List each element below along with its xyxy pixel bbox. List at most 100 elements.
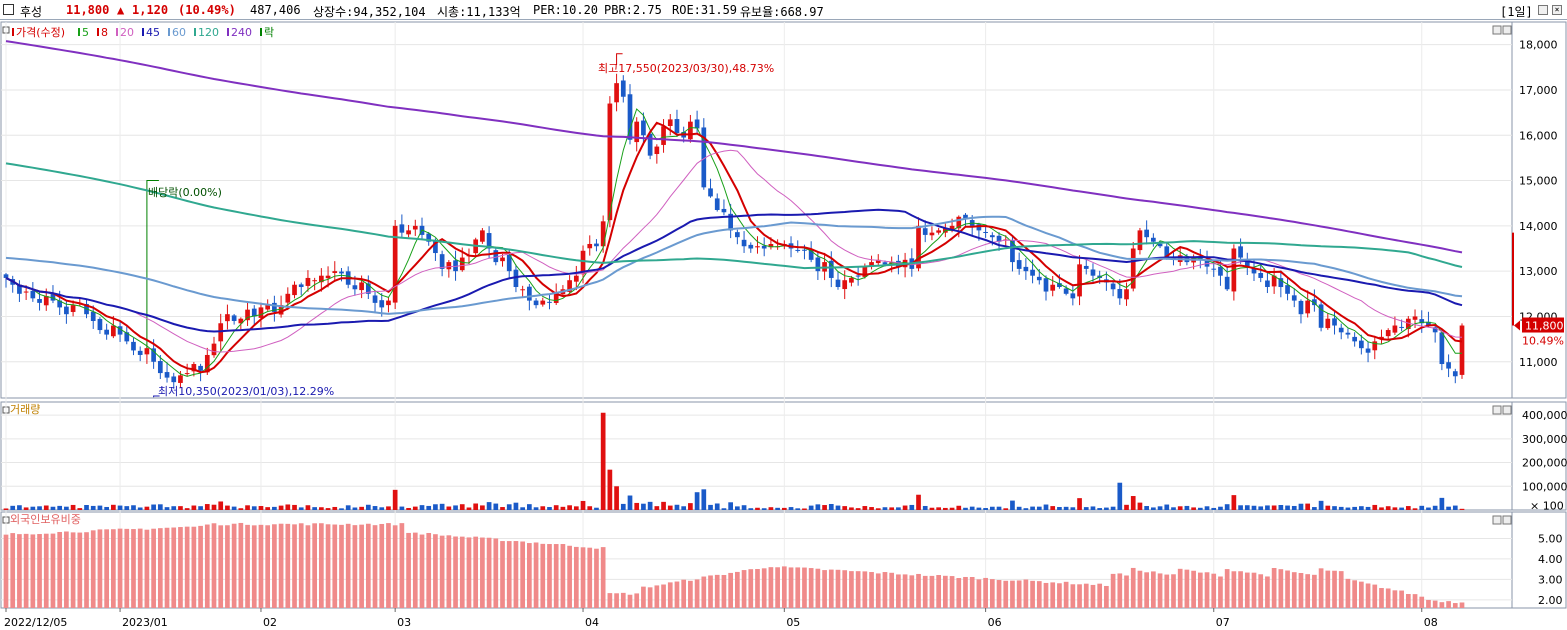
candle (620, 80, 626, 97)
candle (567, 280, 572, 292)
volume-bar (822, 505, 827, 510)
volume-bar (238, 508, 244, 510)
foreign-ratio-bar (701, 576, 707, 608)
volume-bar (1023, 508, 1029, 510)
foreign-ratio-bar (1224, 569, 1230, 608)
candle (251, 308, 257, 317)
volume-bar (426, 505, 432, 510)
volume-bar (372, 506, 378, 510)
foreign-ratio-bar (1164, 574, 1170, 608)
volume-bar (1338, 506, 1344, 510)
foreign-ratio-bar (453, 536, 458, 608)
volume-bar (573, 506, 579, 510)
y-axis-frame (1511, 401, 1567, 511)
volume-tick-label: 300,000 (1522, 433, 1567, 446)
candle (1432, 327, 1438, 333)
volume-bar (466, 507, 472, 510)
volume-bar (191, 505, 197, 510)
ma-20-line (5, 149, 1463, 353)
volume-legend: 거래량 (10, 403, 40, 416)
foreign-ratio-bar (1130, 567, 1136, 608)
foreign-ratio-bar (594, 548, 599, 608)
foreign-ratio-bar (164, 527, 170, 608)
foreign-ratio-bar (654, 585, 660, 608)
restore-icon[interactable] (1538, 5, 1548, 15)
volume-bar (433, 504, 438, 510)
volume-bar (708, 504, 713, 510)
volume-bar (258, 506, 264, 510)
foreign-ratio-bar (855, 571, 861, 608)
candle (513, 269, 519, 288)
volume-bar (204, 504, 210, 510)
foreign-ratio-bar (90, 530, 96, 608)
volume-bar (1050, 506, 1056, 510)
y-axis-frame (1511, 21, 1567, 399)
foreign-ratio-bar (889, 572, 895, 608)
candle (1446, 362, 1451, 369)
candle (1211, 268, 1217, 270)
checkbox[interactable] (3, 4, 14, 15)
volume-bar (486, 502, 492, 510)
panel-minimize-icon[interactable] (1492, 25, 1502, 35)
volume-bar (875, 508, 881, 510)
volume-bar (634, 502, 640, 510)
price-tick-label: 16,000 (1519, 129, 1558, 142)
candle (480, 230, 485, 242)
legend-label: 120 (198, 26, 219, 39)
volume-bar (1211, 507, 1217, 510)
legend-label: 락 (264, 26, 274, 39)
volume-scale-label: × 100 (1530, 499, 1564, 512)
foreign-ratio-bar (77, 532, 83, 608)
volume-bar (1231, 495, 1237, 510)
volume-bar (1110, 506, 1116, 510)
candle (996, 235, 1002, 242)
volume-tick-label: 400,000 (1522, 409, 1567, 422)
panel-close-icon[interactable] (1502, 25, 1512, 35)
period-selector[interactable]: [1일] (1500, 5, 1533, 19)
foreign-ratio-bar (1352, 580, 1357, 608)
up-arrow-icon: ▲ (117, 3, 125, 17)
candle (325, 275, 331, 279)
foreign-ratio-bar (963, 576, 968, 608)
foreign-ratio-bar (1104, 585, 1109, 608)
volume-bar (674, 504, 680, 510)
candle (1426, 321, 1431, 326)
volume-bar (527, 504, 532, 510)
volume-bar (607, 469, 613, 510)
volume-bar (1144, 506, 1149, 510)
candle (1130, 248, 1136, 289)
candle (1332, 318, 1337, 326)
stock-name[interactable]: 후성 (20, 5, 43, 19)
candle (30, 290, 36, 299)
volume-bar (1003, 508, 1009, 510)
candle (701, 127, 707, 188)
panel-minimize-icon[interactable] (1492, 405, 1502, 415)
foreign-ratio-bar (144, 529, 150, 608)
candle (379, 300, 385, 308)
candle (298, 284, 304, 288)
foreign-ratio-bar (218, 525, 224, 608)
panel-minimize-icon[interactable] (1492, 515, 1502, 525)
foreign-ratio-bar (1030, 580, 1035, 608)
foreign-ratio-bar (862, 571, 868, 608)
candle (721, 208, 727, 213)
close-icon[interactable]: × (1552, 5, 1562, 15)
candle (184, 373, 190, 375)
foreign-ratio-bar (1345, 578, 1351, 608)
volume-bar (614, 486, 619, 510)
foreign-ratio-bar (553, 544, 559, 608)
foreign-ratio-bar (272, 524, 277, 608)
volume-bar (365, 504, 371, 510)
candle (553, 293, 559, 303)
volume-bar (1164, 504, 1170, 510)
candle (1124, 289, 1129, 300)
foreign-ratio-bar (1171, 574, 1176, 608)
candle (533, 300, 539, 306)
foreign-ratio-bar (305, 525, 311, 608)
panel-close-icon[interactable] (1502, 515, 1512, 525)
candle (647, 133, 653, 156)
foreign-ratio-bar (392, 525, 398, 608)
volume-bar (131, 505, 136, 510)
panel-close-icon[interactable] (1502, 405, 1512, 415)
legend-marker (194, 28, 196, 36)
